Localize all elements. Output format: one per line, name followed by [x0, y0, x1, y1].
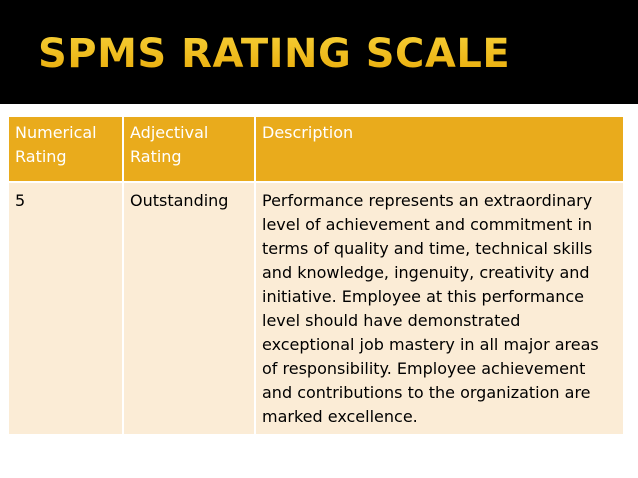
header-description: Description [255, 117, 623, 183]
slide-title: SPMS RATING SCALE [38, 28, 510, 80]
cell-numerical-rating: 5 [9, 182, 124, 436]
title-band: SPMS RATING SCALE [0, 0, 638, 104]
rating-scale-table: Numerical Rating Adjectival Rating Descr… [9, 117, 623, 436]
header-numerical-rating: Numerical Rating [9, 117, 124, 183]
cell-adjectival-rating: Outstanding [123, 182, 256, 436]
table-row: 5 Outstanding Performance represents an … [9, 182, 623, 436]
cell-description: Performance represents an extraordinary … [255, 182, 623, 436]
table-header-row: Numerical Rating Adjectival Rating Descr… [9, 117, 623, 183]
header-adjectival-rating: Adjectival Rating [123, 117, 256, 183]
